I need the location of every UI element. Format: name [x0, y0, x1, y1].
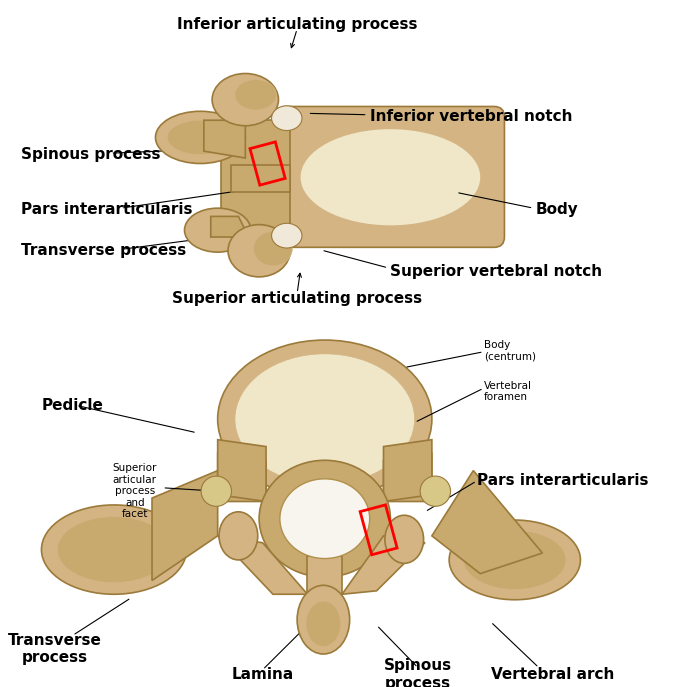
Polygon shape	[221, 120, 290, 230]
Text: Inferior vertebral notch: Inferior vertebral notch	[370, 109, 572, 124]
Polygon shape	[384, 440, 432, 502]
Ellipse shape	[259, 460, 390, 577]
Ellipse shape	[272, 106, 302, 131]
Text: Inferior articulating process: Inferior articulating process	[177, 16, 417, 32]
Polygon shape	[218, 440, 266, 502]
Polygon shape	[384, 453, 432, 502]
Text: Pars interarticularis: Pars interarticularis	[21, 202, 192, 217]
Ellipse shape	[280, 479, 370, 559]
Polygon shape	[231, 165, 290, 192]
Polygon shape	[218, 536, 307, 594]
Ellipse shape	[219, 512, 258, 560]
Text: Spinous process: Spinous process	[21, 147, 160, 162]
Polygon shape	[307, 556, 342, 594]
Ellipse shape	[235, 354, 415, 484]
FancyBboxPatch shape	[276, 106, 504, 247]
Polygon shape	[218, 453, 266, 502]
Text: Pars interarticularis: Pars interarticularis	[477, 473, 648, 488]
Ellipse shape	[272, 223, 302, 248]
Text: Transverse
process: Transverse process	[8, 633, 102, 666]
Ellipse shape	[201, 476, 231, 506]
Text: Superior vertebral notch: Superior vertebral notch	[390, 264, 603, 279]
Ellipse shape	[464, 530, 566, 589]
Ellipse shape	[235, 80, 276, 110]
Ellipse shape	[41, 505, 187, 594]
Bar	[250, 142, 285, 185]
Ellipse shape	[184, 208, 251, 252]
Text: Body
(centrum): Body (centrum)	[484, 339, 536, 361]
Ellipse shape	[155, 111, 245, 164]
Ellipse shape	[306, 601, 341, 646]
Text: Spinous
process: Spinous process	[384, 658, 452, 687]
Ellipse shape	[57, 517, 171, 583]
Text: Vertebral
foramen: Vertebral foramen	[484, 381, 531, 403]
Ellipse shape	[297, 585, 350, 654]
Polygon shape	[432, 471, 542, 574]
Ellipse shape	[301, 129, 480, 225]
Polygon shape	[211, 216, 249, 237]
Ellipse shape	[385, 515, 424, 563]
Text: Pedicle: Pedicle	[41, 398, 104, 413]
Text: Superior articulating process: Superior articulating process	[172, 291, 422, 306]
Text: Lamina: Lamina	[231, 667, 294, 682]
Ellipse shape	[254, 232, 292, 266]
Bar	[360, 505, 397, 555]
Text: Transverse process: Transverse process	[21, 243, 186, 258]
Polygon shape	[342, 536, 425, 594]
Text: Body: Body	[536, 202, 578, 217]
Polygon shape	[152, 471, 218, 581]
Ellipse shape	[449, 520, 580, 600]
Text: Superior
articular
process
and
facet: Superior articular process and facet	[113, 463, 157, 519]
Ellipse shape	[212, 74, 278, 126]
Polygon shape	[204, 120, 245, 158]
Ellipse shape	[167, 120, 234, 155]
Ellipse shape	[218, 340, 432, 498]
Text: Vertebral arch: Vertebral arch	[491, 667, 614, 682]
Ellipse shape	[228, 225, 290, 277]
Ellipse shape	[420, 476, 451, 506]
